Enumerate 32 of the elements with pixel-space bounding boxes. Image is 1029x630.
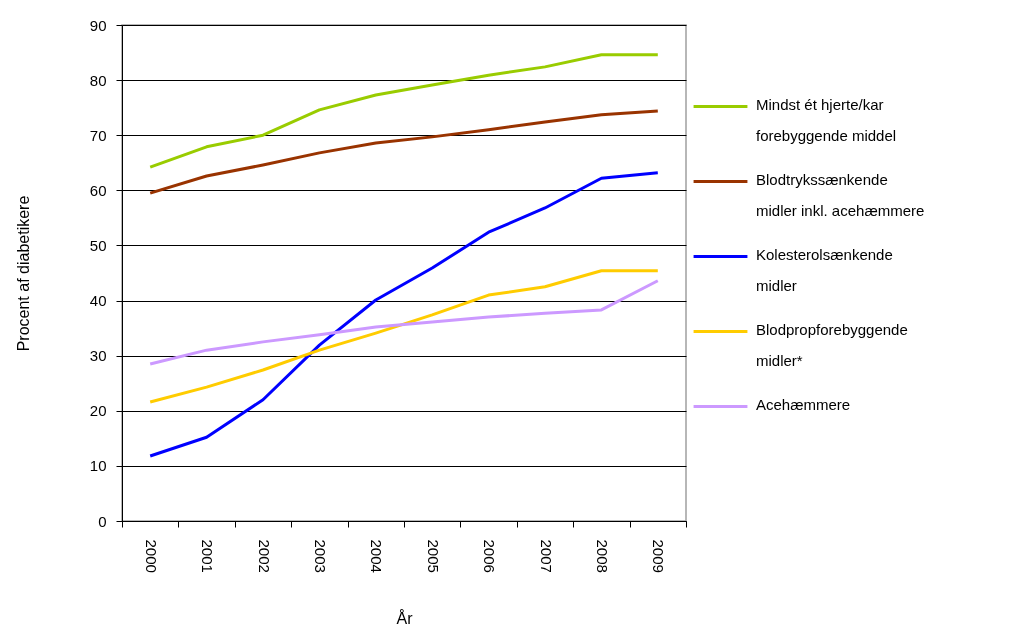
line-series [148, 109, 660, 195]
line-series [148, 269, 660, 404]
x-axis-title: År [396, 608, 414, 627]
y-tick-label: 10 [89, 457, 107, 475]
x-tick-label: 2003 [311, 539, 329, 573]
y-tick-label: 70 [89, 126, 107, 144]
line-series [148, 53, 660, 169]
x-tick-label: 2005 [424, 539, 442, 573]
legend-label: Blodtrykssænkende midler inkl. acehæmmere [756, 170, 925, 219]
y-tick-label: 80 [89, 71, 107, 89]
y-tick-label: 30 [89, 347, 107, 365]
y-tick-label: 20 [89, 402, 107, 420]
x-tick-label: 2008 [593, 539, 611, 573]
y-tick-label: 50 [89, 236, 107, 254]
x-tick-label: 2002 [255, 539, 273, 573]
legend-label: Kolesterolsænkende midler [756, 245, 893, 294]
x-tick-label: 2006 [481, 539, 499, 573]
x-tick-label: 2009 [650, 539, 668, 573]
x-tick-label: 2007 [537, 539, 555, 573]
x-tick-label: 2000 [142, 539, 160, 573]
y-tick-label: 90 [89, 16, 107, 34]
legend-label: Mindst ét hjerte/kar forebyggende middel [756, 95, 897, 144]
y-axis-title: Procent af diabetikere [14, 195, 32, 352]
x-tick-label: 2004 [368, 539, 386, 573]
line-series [148, 279, 660, 366]
legend-label: Blodpropforebyggende midler* [756, 320, 908, 369]
y-tick-label: 40 [89, 292, 107, 310]
x-tick-label: 2001 [199, 539, 217, 573]
line-series [148, 171, 660, 458]
y-tick-label: 0 [98, 512, 107, 530]
y-tick-label: 60 [89, 181, 107, 199]
legend-label: Acehæmmere [756, 395, 851, 413]
